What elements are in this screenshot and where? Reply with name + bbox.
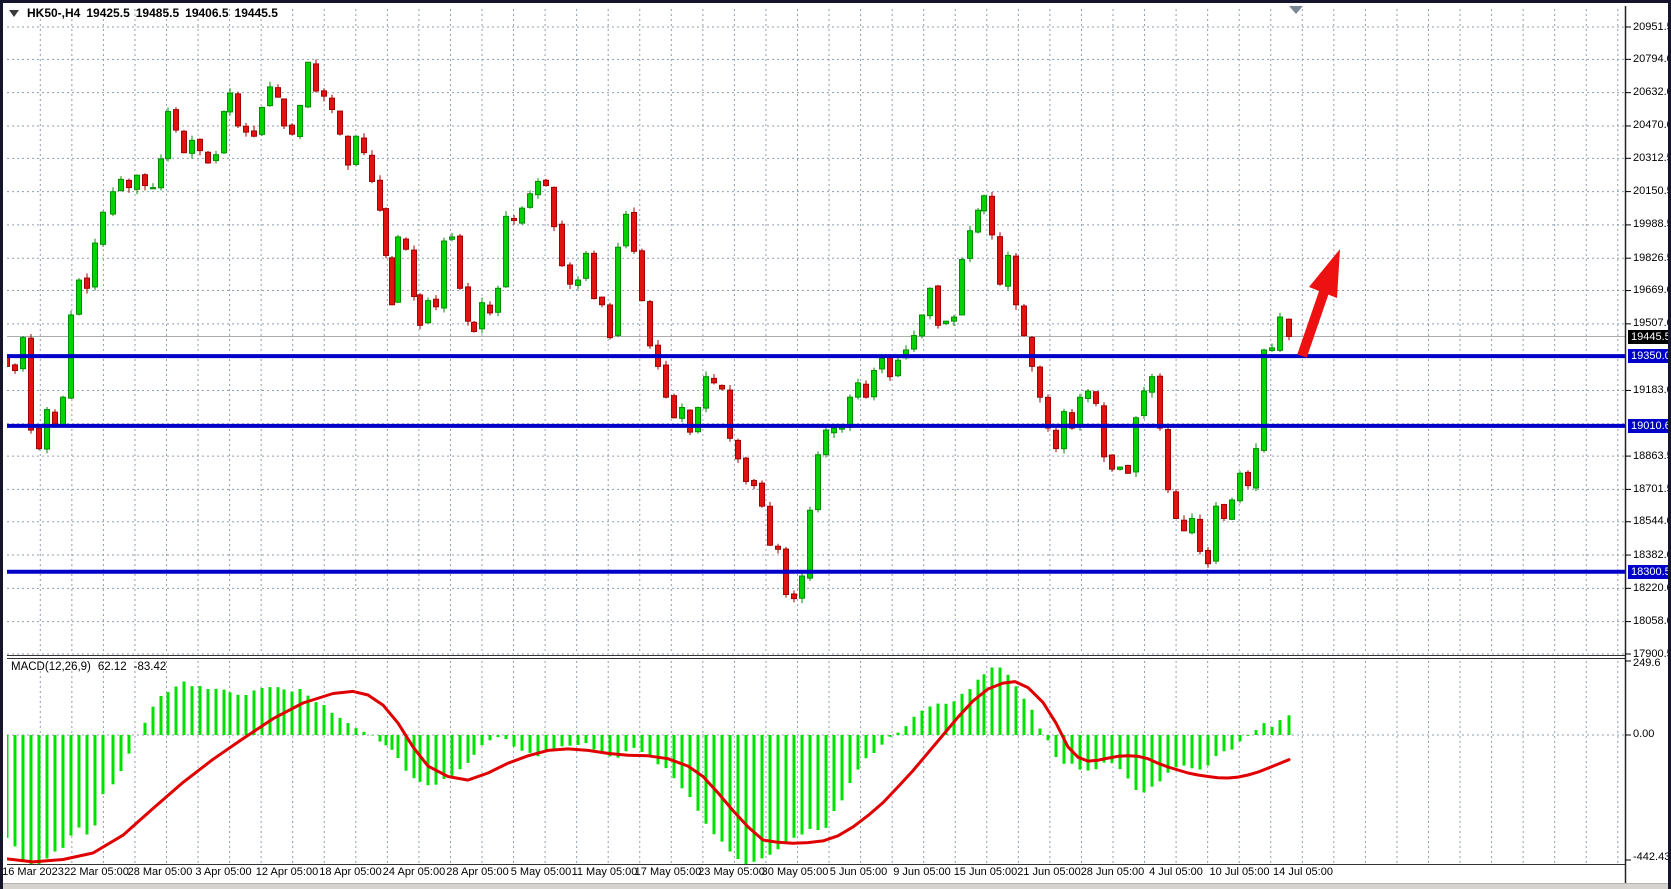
window-bottom-edge <box>3 883 1668 889</box>
ohlc-close: 19445.5 <box>234 6 278 20</box>
macd-signal-line <box>7 680 1291 864</box>
price-tick-label: 18863.5 <box>1633 449 1671 462</box>
date-tick-label: 5 Jun 05:00 <box>829 866 888 878</box>
macd-axis-max: 249.6 <box>1633 657 1661 669</box>
price-tick-label: 20470.0 <box>1633 119 1671 132</box>
macd-histogram <box>7 667 1291 864</box>
date-tick-label: 10 Jul 05:00 <box>1209 866 1270 878</box>
level-price-label: 19350.0 <box>1628 349 1668 364</box>
macd-axis-zero: 0.00 <box>1633 728 1655 740</box>
symbol-period-label: HK50-,H4 <box>27 6 81 20</box>
ohlc-low: 19406.5 <box>185 6 229 20</box>
date-tick-label: 14 Jul 05:00 <box>1273 866 1333 878</box>
date-tick-label: 11 May 05:00 <box>571 866 638 878</box>
price-tick-label: 20150.5 <box>1633 185 1671 198</box>
date-tick-label: 23 May 05:00 <box>698 866 765 878</box>
level-price-label: 18300.5 <box>1628 564 1668 579</box>
symbol-title-bar: HK50-,H4 19425.5 19485.5 19406.5 19445.5 <box>9 5 278 21</box>
price-tick-label: 18058.0 <box>1633 615 1671 628</box>
price-tick-label: 19988.5 <box>1633 218 1671 231</box>
date-tick-label: 15 Jun 05:00 <box>953 866 1018 878</box>
date-tick-label: 28 Apr 05:00 <box>446 866 509 878</box>
date-tick-label: 30 May 05:00 <box>761 866 829 878</box>
date-tick-label: 12 Apr 05:00 <box>255 866 319 878</box>
price-tick-label: 20312.5 <box>1633 151 1671 164</box>
price-tick-label: 18220.0 <box>1633 581 1671 594</box>
date-tick-label: 3 Apr 05:00 <box>195 866 252 878</box>
date-tick-label: 5 May 05:00 <box>510 866 572 878</box>
current-price-label: 19445.5 <box>1628 330 1668 344</box>
date-tick-label: 16 Mar 2023 <box>2 866 64 878</box>
level-price-label: 19010.6 <box>1628 418 1668 433</box>
candles <box>7 59 1292 604</box>
date-tick-label: 28 Jun 05:00 <box>1080 866 1145 878</box>
date-tick-label: 4 Jul 05:00 <box>1149 866 1203 878</box>
chart-canvas[interactable] <box>3 3 1671 889</box>
date-tick-label: 9 Jun 05:00 <box>893 866 951 878</box>
price-tick-label: 19669.0 <box>1633 284 1671 297</box>
macd-signal-value: -83.42 <box>133 661 167 673</box>
date-tick-label: 24 Apr 05:00 <box>382 866 446 878</box>
price-tick-label: 19826.5 <box>1633 251 1671 264</box>
ohlc-open: 19425.5 <box>86 6 130 20</box>
date-tick-label: 28 Mar 05:00 <box>127 866 193 878</box>
price-tick-label: 20951.5 <box>1633 20 1671 33</box>
date-tick-label: 22 Mar 05:00 <box>64 866 129 878</box>
ohlc-high: 19485.5 <box>135 6 180 20</box>
macd-main-value: 62.12 <box>97 661 127 673</box>
date-tick-label: 17 May 05:00 <box>634 866 702 878</box>
macd-axis-min: -442.43 <box>1633 851 1671 863</box>
price-tick-label: 17900.5 <box>1633 647 1671 660</box>
price-tick-label: 18382.0 <box>1633 548 1671 561</box>
date-tick-label: 21 Jun 05:00 <box>1017 866 1081 878</box>
symbol-dropdown-icon[interactable] <box>9 9 19 17</box>
price-tick-label: 20794.0 <box>1633 52 1671 65</box>
price-tick-label: 19183.0 <box>1633 383 1671 396</box>
price-tick-label: 18701.5 <box>1633 482 1671 495</box>
price-tick-label: 20632.0 <box>1633 86 1671 99</box>
date-tick-label: 18 Apr 05:00 <box>319 866 382 878</box>
chart-shift-marker-icon[interactable] <box>1289 6 1303 14</box>
price-tick-label: 19507.0 <box>1633 317 1671 330</box>
macd-name: MACD(12,26,9) <box>11 661 91 673</box>
trend-arrow[interactable] <box>1297 249 1340 358</box>
macd-indicator-label: MACD(12,26,9) 62.12 -83.42 <box>11 661 166 673</box>
price-tick-label: 18544.0 <box>1633 515 1671 528</box>
